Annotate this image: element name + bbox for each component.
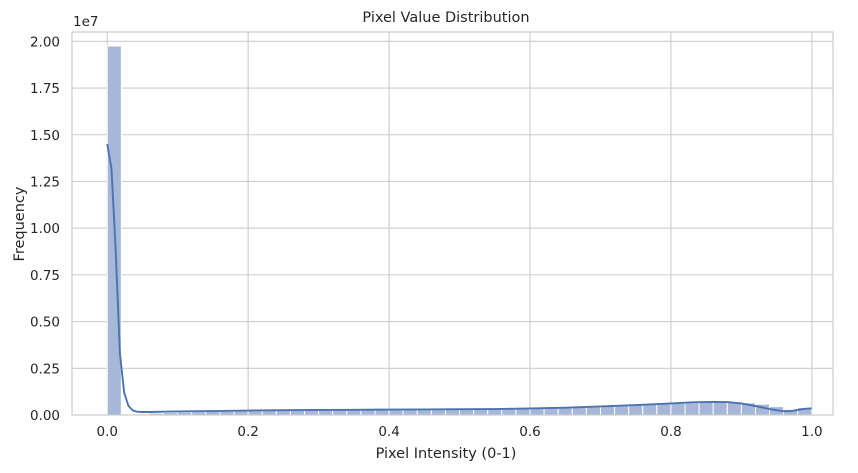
y-tick-label: 0.00 (30, 408, 60, 424)
kde-line (106, 143, 812, 413)
y-offset-text: 1e7 (73, 14, 98, 30)
histogram-bar (698, 401, 714, 416)
histogram-bar (628, 404, 644, 416)
y-tick-label: 1.50 (30, 128, 60, 144)
histogram-bar (670, 402, 686, 416)
y-tick-label: 0.75 (30, 268, 60, 284)
x-tick-label: 0.2 (237, 424, 258, 440)
x-tick-label: 0.8 (660, 424, 681, 440)
y-tick-label: 1.00 (30, 221, 60, 237)
x-axis-label: Pixel Intensity (0-1) (376, 446, 517, 462)
histogram-bar (656, 403, 672, 416)
histogram-bar (614, 404, 630, 416)
y-tick-label: 1.75 (30, 81, 60, 97)
y-tick-label: 1.25 (30, 174, 60, 190)
y-tick-labels: 0.00 0.25 0.50 0.75 1.00 1.25 1.50 1.75 2.00 (30, 34, 60, 424)
y-tick-label: 2.00 (30, 34, 60, 50)
y-axis-label: Frequency (12, 186, 28, 261)
histogram-bar (712, 401, 728, 416)
x-tick-labels: 0.0 0.2 0.4 0.6 0.8 1.0 (96, 424, 822, 440)
histogram-bar (585, 406, 601, 416)
histogram-bar (599, 405, 616, 416)
x-tick-label: 0.4 (378, 424, 399, 440)
x-tick-label: 1.0 (801, 424, 822, 440)
histogram-bar (571, 406, 587, 416)
x-tick-label: 0.6 (519, 424, 540, 440)
grid-layer (72, 32, 833, 416)
y-tick-label: 0.25 (30, 361, 60, 377)
bars-layer (106, 45, 813, 416)
chart-title: Pixel Value Distribution (362, 10, 529, 26)
plot-area-border (71, 31, 834, 416)
histogram-bar (684, 402, 700, 416)
x-tick-label: 0.0 (96, 424, 117, 440)
y-tick-label: 0.50 (30, 315, 60, 331)
histogram-bar (642, 403, 658, 416)
histogram-bar (726, 401, 742, 416)
